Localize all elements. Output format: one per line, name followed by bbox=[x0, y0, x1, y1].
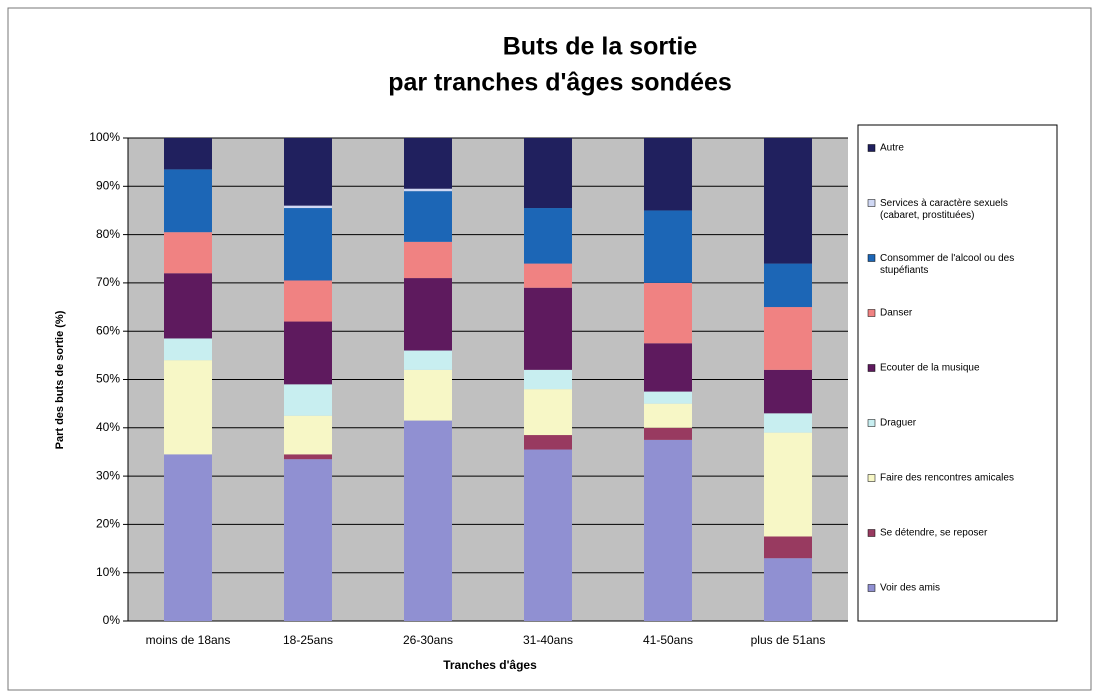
bar-segment bbox=[764, 369, 812, 414]
bar-segment bbox=[764, 432, 812, 537]
legend-swatch bbox=[867, 584, 876, 592]
x-tick-label: 31-40ans bbox=[523, 633, 573, 647]
chart-title: par tranches d'âges sondées bbox=[388, 69, 732, 97]
bar-segment bbox=[404, 191, 452, 242]
bar-segment bbox=[644, 391, 692, 404]
bar-segment bbox=[644, 403, 692, 428]
bar-segment bbox=[284, 280, 332, 322]
bar-segment bbox=[524, 449, 572, 621]
bar-segment bbox=[644, 138, 692, 211]
x-tick-label: 26-30ans bbox=[403, 633, 453, 647]
legend-label: Voir des amis bbox=[880, 583, 940, 594]
bar-segment bbox=[404, 188, 452, 192]
bar-segment bbox=[284, 208, 332, 281]
y-tick-label: 100% bbox=[89, 130, 120, 144]
legend-swatch bbox=[867, 474, 876, 482]
legend-label: Se détendre, se reposer bbox=[880, 528, 988, 539]
bar-segment bbox=[764, 558, 812, 621]
x-tick-label: plus de 51ans bbox=[751, 633, 826, 647]
x-tick-label: 18-25ans bbox=[283, 633, 333, 647]
bar-segment bbox=[764, 263, 812, 308]
bar-segment bbox=[404, 241, 452, 279]
y-axis-label: Part des buts de sortie (%) bbox=[54, 310, 66, 449]
bar-segment bbox=[284, 384, 332, 416]
legend-label: Services à caractère sexuels (cabaret, pr… bbox=[880, 198, 1008, 221]
bar-segment bbox=[284, 415, 332, 455]
bar-segment bbox=[164, 232, 212, 274]
legend-swatch bbox=[867, 419, 876, 427]
y-tick-label: 30% bbox=[96, 468, 120, 482]
bar-segment bbox=[764, 138, 812, 264]
bar-segment bbox=[404, 278, 452, 351]
legend-swatch bbox=[867, 364, 876, 372]
legend-label: Autre bbox=[880, 143, 904, 154]
bar-segment bbox=[524, 389, 572, 436]
bar-segment bbox=[164, 138, 212, 170]
bar-segment bbox=[164, 454, 212, 621]
legend-swatch bbox=[867, 254, 876, 262]
bar-segment bbox=[644, 282, 692, 344]
bar-segment bbox=[524, 287, 572, 370]
y-tick-label: 70% bbox=[96, 275, 120, 289]
x-tick-label: moins de 18ans bbox=[146, 633, 231, 647]
legend-label: Ecouter de la musique bbox=[880, 363, 980, 374]
y-tick-label: 0% bbox=[103, 613, 121, 627]
bar-segment bbox=[164, 273, 212, 339]
bar-segment bbox=[404, 420, 452, 621]
legend-swatch bbox=[867, 199, 876, 207]
y-tick-label: 20% bbox=[96, 517, 120, 531]
legend-label: Danser bbox=[880, 308, 913, 319]
x-axis-label: Tranches d'âges bbox=[443, 658, 537, 672]
bar-segment bbox=[284, 138, 332, 206]
y-tick-label: 40% bbox=[96, 420, 120, 434]
bar-segment bbox=[644, 210, 692, 283]
bar-segment bbox=[524, 369, 572, 390]
bar-segment bbox=[404, 138, 452, 189]
bar-segment bbox=[284, 321, 332, 385]
x-tick-label: 41-50ans bbox=[643, 633, 693, 647]
bar-segment bbox=[644, 343, 692, 392]
legend-label: Faire des rencontres amicales bbox=[880, 473, 1014, 484]
bar-segment bbox=[524, 435, 572, 450]
bar-segment bbox=[524, 263, 572, 288]
y-tick-label: 50% bbox=[96, 372, 120, 386]
bar-segment bbox=[164, 338, 212, 361]
bar-segment bbox=[284, 454, 332, 460]
y-tick-label: 80% bbox=[96, 227, 120, 241]
bar-segment bbox=[164, 169, 212, 233]
bar-segment bbox=[524, 138, 572, 209]
legend-swatch bbox=[867, 309, 876, 317]
y-tick-label: 90% bbox=[96, 178, 120, 192]
bar-segment bbox=[644, 427, 692, 440]
bar-segment bbox=[764, 536, 812, 559]
legend-label: Draguer bbox=[880, 418, 917, 429]
bar-segment bbox=[284, 459, 332, 621]
bar-segment bbox=[404, 369, 452, 421]
y-tick-label: 10% bbox=[96, 565, 120, 579]
legend-swatch bbox=[867, 144, 876, 152]
legend-swatch bbox=[867, 529, 876, 537]
bar-segment bbox=[764, 413, 812, 433]
chart-title: Buts de la sortie bbox=[503, 33, 698, 61]
y-tick-label: 60% bbox=[96, 323, 120, 337]
legend-label: Consommer de l'alcool ou des stupéfiants bbox=[880, 253, 1014, 276]
bar-segment bbox=[404, 350, 452, 370]
bar-segment bbox=[284, 205, 332, 209]
bar-segment bbox=[164, 360, 212, 455]
bar-segment bbox=[524, 208, 572, 264]
bar-segment bbox=[644, 439, 692, 621]
legend-box bbox=[857, 124, 1058, 622]
bar-segment bbox=[764, 307, 812, 370]
